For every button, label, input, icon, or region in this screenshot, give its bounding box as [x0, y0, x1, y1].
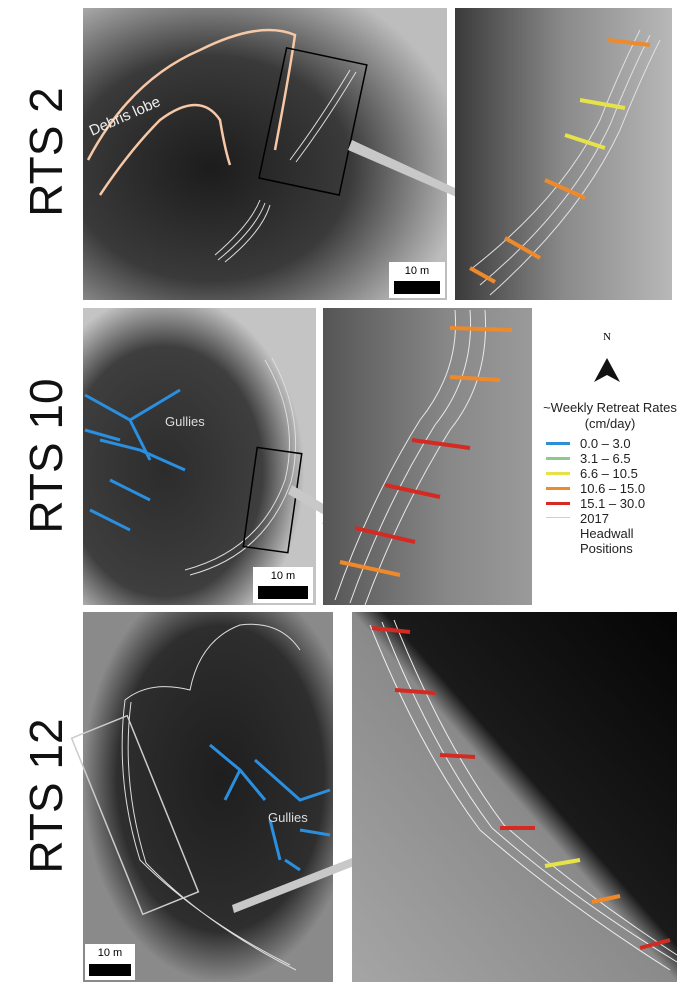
rate-segment [440, 755, 475, 757]
legend-item: 6.6 – 10.5 [542, 466, 678, 481]
north-arrow [594, 358, 620, 382]
legend-label: 6.6 – 10.5 [580, 466, 650, 481]
legend-label: 15.1 – 30.0 [580, 496, 650, 511]
annotation: Gullies [165, 414, 205, 429]
legend-label: 10.6 – 15.0 [580, 481, 650, 496]
legend-item: 2017 Headwall Positions [542, 511, 678, 556]
legend-title: ~Weekly Retreat Rates (cm/day) [542, 400, 678, 432]
legend-item: 10.6 – 15.0 [542, 481, 678, 496]
panel-label: RTS 12 [20, 718, 72, 873]
legend-item: 0.0 – 3.0 [542, 436, 678, 451]
annotation: Gullies [268, 810, 308, 825]
scale-bar-fill [258, 586, 308, 599]
scale-label: 10 m [98, 947, 122, 959]
legend: ~Weekly Retreat Rates (cm/day) 0.0 – 3.0… [542, 400, 678, 556]
scale-bar-fill [89, 964, 131, 976]
legend-swatch [546, 472, 570, 475]
rate-segment [450, 328, 512, 330]
legend-swatch [546, 517, 570, 518]
scale-bar-fill [394, 281, 440, 294]
image [83, 8, 447, 300]
legend-swatch [546, 457, 570, 460]
legend-swatch [546, 442, 570, 445]
legend-label: 3.1 – 6.5 [580, 451, 650, 466]
legend-swatch [546, 487, 570, 490]
legend-swatch [546, 502, 570, 505]
legend-item: 3.1 – 6.5 [542, 451, 678, 466]
scale-label: 10 m [405, 265, 429, 277]
panel-label: RTS 2 [20, 87, 72, 217]
panel-label: RTS 10 [20, 378, 72, 533]
image [323, 308, 532, 605]
image [83, 308, 316, 605]
legend-label: 2017 Headwall Positions [580, 511, 650, 556]
north-label: N [603, 331, 611, 343]
legend-item: 15.1 – 30.0 [542, 496, 678, 511]
legend-label: 0.0 – 3.0 [580, 436, 650, 451]
scale-label: 10 m [271, 570, 295, 582]
page: RTS 2 Debris lobe 10 m RTS 10 Gullies 10… [0, 0, 681, 985]
